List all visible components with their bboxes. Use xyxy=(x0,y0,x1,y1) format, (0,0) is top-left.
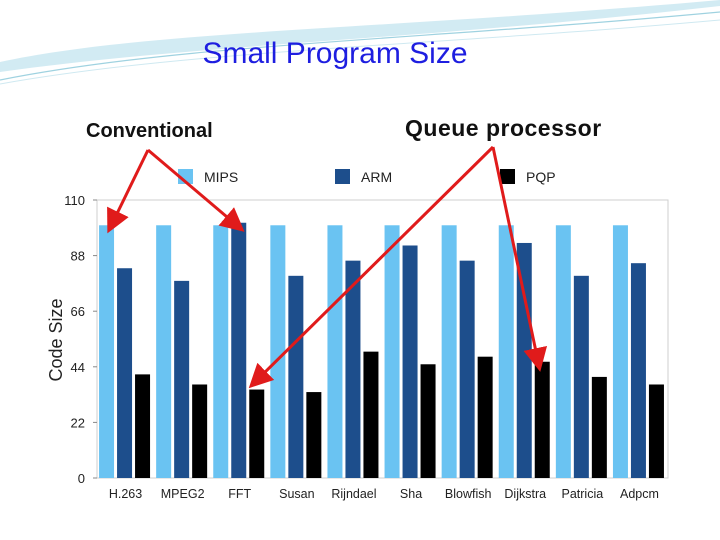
bar-mips xyxy=(270,225,286,478)
bar-mips xyxy=(555,225,571,478)
slide-title: Small Program Size xyxy=(202,37,468,70)
bar-pqp xyxy=(135,374,151,478)
legend-label-pqp: PQP xyxy=(526,169,556,185)
bar-mips xyxy=(327,225,343,478)
y-tick-label: 0 xyxy=(78,471,85,486)
bar-arm xyxy=(459,260,475,478)
bar-pqp xyxy=(648,384,664,478)
bar-mips xyxy=(384,225,400,478)
bar-mips xyxy=(213,225,229,478)
header-swoosh-line xyxy=(0,19,720,85)
bar-mips xyxy=(99,225,115,478)
x-tick-label: Rijndael xyxy=(331,487,376,501)
bar-pqp xyxy=(591,376,607,478)
x-tick-label: Blowfish xyxy=(445,487,492,501)
bar-arm xyxy=(402,245,418,478)
header-swoosh-line xyxy=(0,11,720,81)
bar-arm xyxy=(174,280,190,478)
x-tick-label: Patricia xyxy=(562,487,604,501)
y-tick-label: 22 xyxy=(71,415,85,430)
bar-arm xyxy=(231,222,247,478)
y-axis-label: Code Size xyxy=(46,298,66,381)
legend-label-mips: MIPS xyxy=(204,169,238,185)
legend: MIPS ARM PQP xyxy=(178,169,556,185)
bar-pqp xyxy=(249,389,265,478)
bar-pqp xyxy=(420,364,436,478)
bar-arm xyxy=(345,260,361,478)
x-tick-label: Dijkstra xyxy=(504,487,546,501)
bar-arm xyxy=(573,275,589,478)
legend-swatch-mips xyxy=(178,169,193,184)
y-tick-label: 110 xyxy=(64,193,85,208)
y-axis: 0 22 44 66 88 110 xyxy=(64,193,97,486)
header-swoosh xyxy=(0,0,720,72)
x-tick-label: MPEG2 xyxy=(161,487,205,501)
bar-pqp xyxy=(306,392,322,478)
bar-arm xyxy=(117,268,133,478)
bar-pqp xyxy=(534,361,550,478)
bar-mips xyxy=(612,225,628,478)
y-tick-label: 88 xyxy=(71,249,85,264)
legend-label-arm: ARM xyxy=(361,169,392,185)
bar-pqp xyxy=(477,356,493,478)
annotation-queue-processor: Queue processor xyxy=(405,115,602,141)
bar-pqp xyxy=(363,351,379,478)
x-tick-label: FFT xyxy=(228,487,251,501)
y-tick-label: 66 xyxy=(71,304,85,319)
bar-mips xyxy=(498,225,514,478)
bar-pqp xyxy=(192,384,208,478)
x-tick-label: Susan xyxy=(279,487,314,501)
x-tick-label: Sha xyxy=(400,487,422,501)
bar-arm xyxy=(288,275,304,478)
x-axis: H.263 MPEG2 FFT Susan Rijndael Sha Blowfish Dij… xyxy=(109,487,659,501)
bar-arm xyxy=(516,242,532,478)
y-tick-label: 44 xyxy=(71,360,85,375)
x-tick-label: H.263 xyxy=(109,487,142,501)
legend-swatch-arm xyxy=(335,169,350,184)
annotation-conventional: Conventional xyxy=(86,120,213,142)
bar-mips xyxy=(441,225,457,478)
legend-swatch-pqp xyxy=(500,169,515,184)
bar-mips xyxy=(156,225,172,478)
bar-arm xyxy=(630,263,646,478)
x-tick-label: Adpcm xyxy=(620,487,659,501)
